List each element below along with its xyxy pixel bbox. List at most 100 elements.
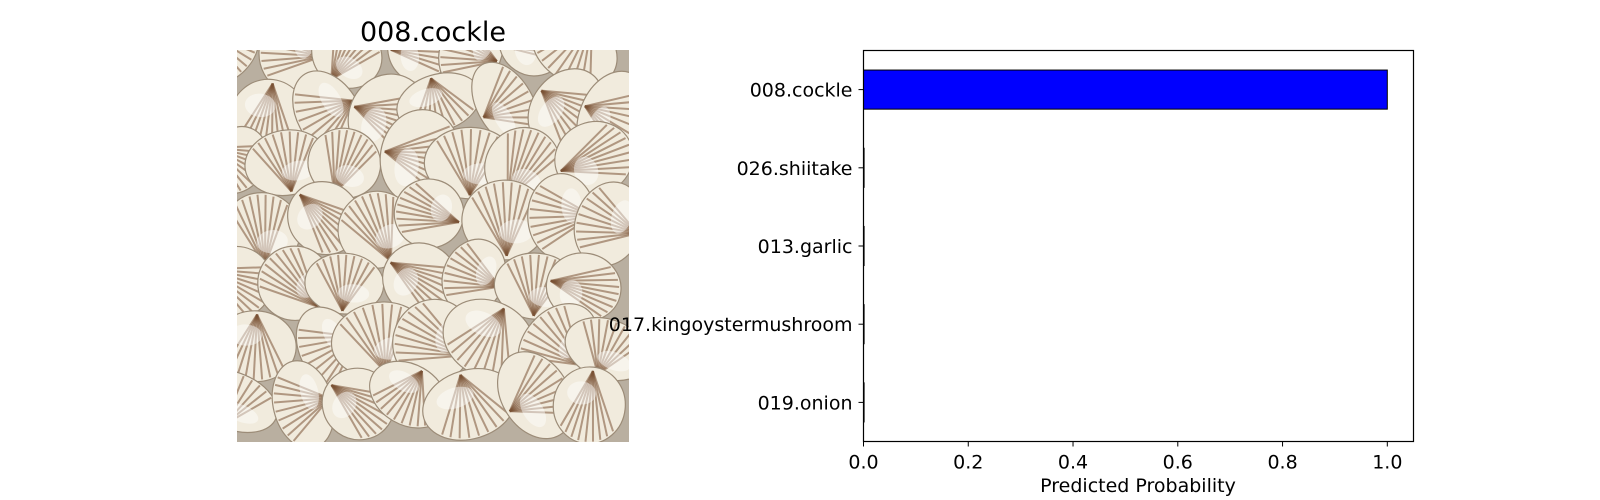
shell-rib xyxy=(460,246,501,288)
shell-rib xyxy=(520,347,582,366)
shell-rib xyxy=(333,144,374,194)
x-tick-label: 0.4 xyxy=(1058,452,1088,474)
shell-rib xyxy=(361,196,392,262)
shell-rib xyxy=(330,50,336,80)
shell-rib xyxy=(508,363,551,412)
shell-rib xyxy=(375,370,423,404)
shell-rib xyxy=(463,50,498,62)
shell-rib xyxy=(466,242,501,288)
shell-rib xyxy=(560,143,629,172)
shell-rib xyxy=(237,390,267,426)
shell-rib xyxy=(554,50,593,75)
shell-rib xyxy=(581,204,629,235)
shell-rib xyxy=(341,266,376,312)
shell-rib xyxy=(443,279,500,288)
bars-group xyxy=(863,69,1388,423)
shell-rib xyxy=(550,278,618,282)
shell-rib xyxy=(482,75,518,118)
shell-rib xyxy=(299,193,345,249)
x-ticks-group: 0.0 0.2 0.4 0.6 0.8 1.0 xyxy=(848,441,1402,474)
shell-highlight xyxy=(393,268,419,296)
shell-rib xyxy=(248,196,266,266)
shell-highlight xyxy=(465,310,502,337)
shell-rib xyxy=(341,255,356,312)
shell-rib xyxy=(560,169,626,176)
shell-rib xyxy=(294,99,354,104)
shell-rib xyxy=(459,374,471,438)
shell-rib xyxy=(576,230,629,235)
shell-rib xyxy=(591,370,609,437)
cockle-photo xyxy=(237,50,629,442)
shell-rib xyxy=(408,186,460,223)
shell-rib xyxy=(582,321,599,375)
shell-rib xyxy=(257,142,293,193)
shell-rib xyxy=(597,325,626,375)
shell-rib xyxy=(591,370,615,432)
shell-rib xyxy=(451,131,471,196)
shell-rib xyxy=(330,50,365,81)
shell-rib xyxy=(290,137,314,192)
shell-rib xyxy=(353,311,387,373)
shell-rib xyxy=(490,308,505,378)
shell-rib xyxy=(330,51,381,81)
shell-rib xyxy=(589,319,599,375)
shell-highlight xyxy=(294,50,316,59)
shell-highlight xyxy=(335,165,364,187)
shell-rib xyxy=(273,392,330,400)
shell-rib xyxy=(596,319,601,375)
shell-rib xyxy=(348,205,392,262)
shell-rib xyxy=(482,90,529,119)
shell-rib xyxy=(343,211,392,262)
shell-rib xyxy=(244,314,259,379)
shell-rib xyxy=(415,182,460,223)
shell-highlight xyxy=(237,324,263,346)
cockle-shell xyxy=(471,61,540,148)
shell-rib xyxy=(550,279,608,314)
shell-rib xyxy=(457,50,498,62)
shell-rib xyxy=(501,182,508,256)
cockle-shell xyxy=(527,68,605,151)
x-tick-label: 0.2 xyxy=(953,452,983,474)
shell-rib xyxy=(450,307,505,354)
shell-rib xyxy=(330,384,383,431)
shell-rib xyxy=(337,254,344,311)
shell-rib xyxy=(298,99,354,122)
shell-rib xyxy=(340,219,392,262)
cockle-shell xyxy=(564,316,629,382)
shell-rib xyxy=(579,232,629,249)
x-axis-label: Predicted Probability xyxy=(1040,475,1236,497)
shell-rib xyxy=(598,187,629,234)
shell-rib xyxy=(550,266,611,282)
shell-rib xyxy=(597,336,629,375)
shell-rib xyxy=(330,384,370,438)
shell-rib xyxy=(529,254,535,316)
y-tick-label: 019.onion xyxy=(758,392,853,414)
shell-highlight xyxy=(492,102,516,136)
shell-rib xyxy=(560,151,629,172)
shell-rib xyxy=(361,307,387,373)
shell-rib xyxy=(390,50,446,61)
shell-rib xyxy=(330,384,377,435)
shell-rib xyxy=(472,308,505,373)
shell-rib xyxy=(261,270,320,308)
shell-rib xyxy=(237,266,268,271)
y-tick-label: 026.shiitake xyxy=(737,158,853,180)
shell-highlight xyxy=(337,284,370,303)
shell-rib xyxy=(446,285,500,297)
shell-highlight xyxy=(567,381,596,405)
shell-rib xyxy=(398,221,460,227)
cockle-shell xyxy=(237,310,297,383)
shell-rib xyxy=(256,314,272,378)
shell-rib xyxy=(330,50,343,80)
shell-rib xyxy=(384,304,394,373)
shell-rib xyxy=(264,137,293,192)
shell-rib xyxy=(393,370,423,421)
shell-rib xyxy=(468,129,472,196)
shell-rib xyxy=(390,261,448,305)
cockle-shell xyxy=(304,252,385,315)
shell-rib xyxy=(449,374,462,438)
shell-rib xyxy=(447,307,505,346)
shell-rib xyxy=(345,316,387,373)
shell-rib xyxy=(280,132,293,192)
